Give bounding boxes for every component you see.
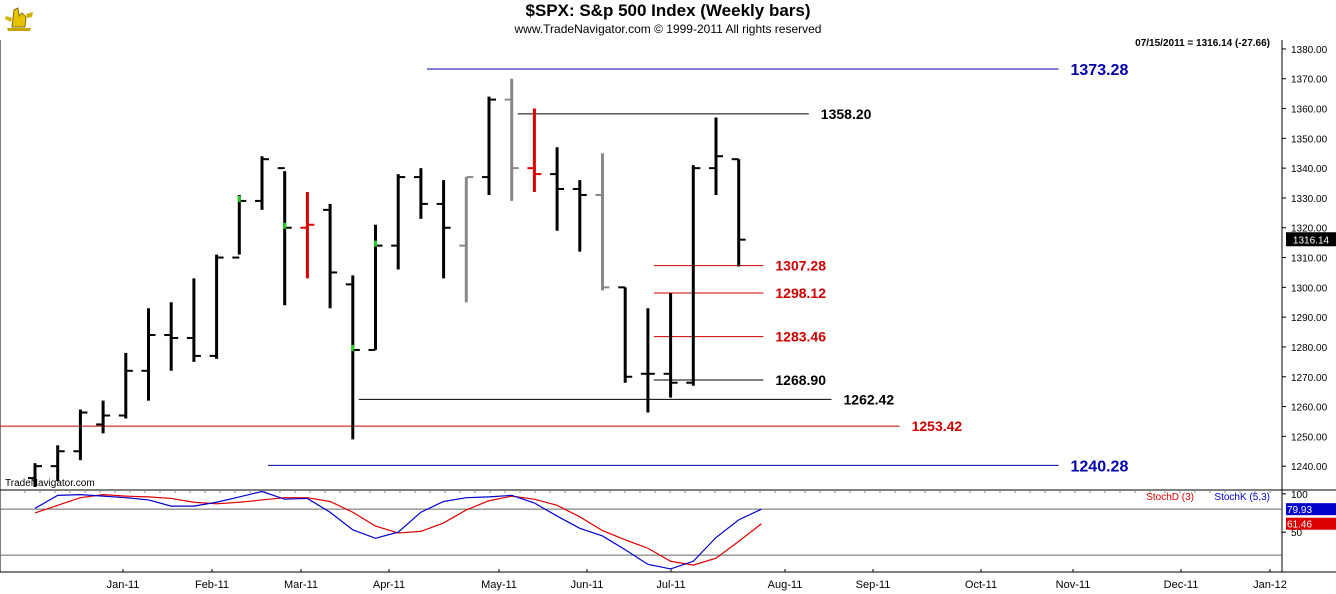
last-quote-label: 07/15/2011 = 1316.14 (-27.66) [1135,38,1270,49]
date-tick-label: Aug-11 [768,579,803,591]
price-tick-label: 1300.00 [1291,283,1328,294]
price-tick-label: 1260.00 [1291,403,1328,414]
stoch-tick-label: 100 [1291,490,1308,501]
date-tick-label: Feb-11 [195,579,229,591]
level-label: 1240.28 [1071,458,1129,475]
stoch-tick-label: 50 [1291,528,1303,539]
stoch-line [34,490,762,570]
date-tick-label: Apr-11 [373,579,405,591]
price-tick-label: 1280.00 [1291,343,1328,354]
date-tick-label: Jan-11 [107,579,140,591]
date-tick-label: Oct-11 [965,579,997,591]
price-tick-label: 1310.00 [1291,254,1328,265]
price-tick-label: 1330.00 [1291,194,1328,205]
date-tick-label: Jan-12 [1253,579,1287,591]
date-tick-label: Jun-11 [571,579,604,591]
level-label: 1283.46 [775,329,826,345]
stoch-legend-label: StochK (5,3) [1214,492,1270,503]
level-label: 1373.28 [1071,62,1129,79]
price-tick-label: 1360.00 [1291,105,1328,116]
date-tick-label: May-11 [481,579,517,591]
tradenavigator-logo [4,4,34,32]
price-tick-label: 1340.00 [1291,164,1328,175]
price-tick-label: 1380.00 [1291,45,1328,56]
price-tick-label: 1250.00 [1291,432,1328,443]
chart-subtitle: www.TradeNavigator.com © 1999-2011 All r… [514,22,822,36]
level-label: 1307.28 [775,258,826,274]
watermark-text: TradeNavigator.com [5,478,95,489]
last-price-label: 1316.14 [1293,235,1330,246]
date-tick-label: Sep-11 [856,579,891,591]
level-label: 1358.20 [821,106,872,122]
chart-title: $SPX: S&p 500 Index (Weekly bars) [525,1,811,20]
level-label: 1253.42 [912,418,963,434]
price-tick-label: 1370.00 [1291,75,1328,86]
stoch-value-label: 61.46 [1287,520,1312,531]
date-tick-label: Nov-11 [1056,579,1091,591]
level-label: 1262.42 [844,391,895,407]
stoch-value-marker [1286,517,1336,530]
price-tick-label: 1320.00 [1291,224,1328,235]
level-label: 1298.12 [775,285,826,301]
date-tick-label: Dec-11 [1164,579,1199,591]
price-tick-label: 1270.00 [1291,373,1328,384]
stoch-line [34,493,762,566]
date-tick-label: Jul-11 [656,579,685,591]
price-tick-label: 1290.00 [1291,313,1328,324]
level-label: 1268.90 [775,372,826,388]
price-tick-label: 1350.00 [1291,134,1328,145]
price-tick-label: 1240.00 [1291,462,1328,473]
stoch-legend-label: StochD (3) [1146,492,1194,503]
last-price-marker [1286,232,1336,247]
stoch-value-label: 79.93 [1287,505,1312,516]
stoch-value-marker [1286,503,1336,516]
date-tick-label: Mar-11 [284,579,318,591]
